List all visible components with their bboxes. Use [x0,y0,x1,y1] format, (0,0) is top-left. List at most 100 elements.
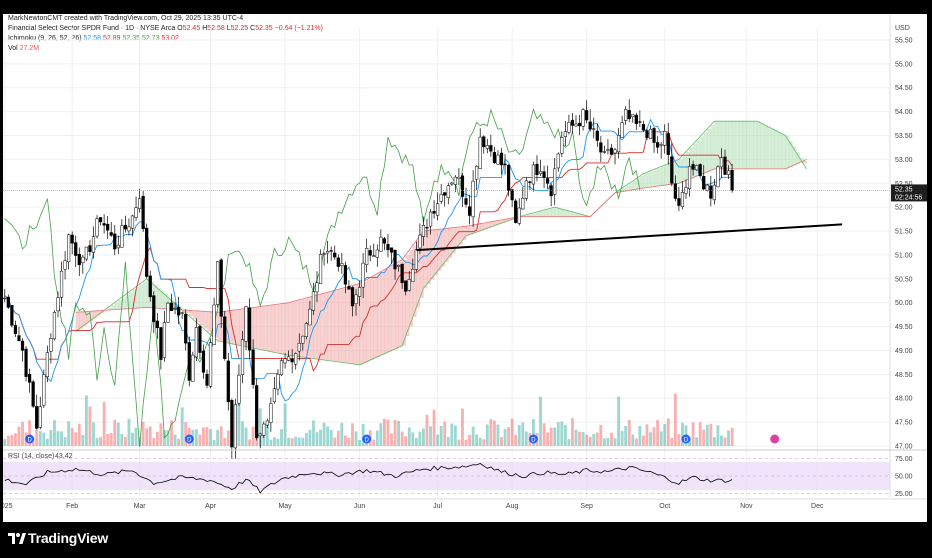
volume-bar [290,438,294,446]
candle-body [52,312,57,340]
ichimoku-cloud-segment [742,121,747,169]
volume-bar [265,425,269,446]
candle-body [265,420,269,426]
volume-bar [567,439,571,446]
chart-panel[interactable]: MarkNewtonCMT created with TradingView.c… [3,14,927,522]
volume-bar [205,427,209,446]
price-tick-label: 49.00 [895,348,913,355]
volume-bar [496,424,500,446]
ichimoku-cloud-segment [128,291,133,309]
support-trendline[interactable] [416,223,843,252]
ichimoku-cloud-segment [721,121,726,169]
chart-canvas[interactable]: D D D D D USD 55.50 55.00 54.50 54.00 53.50 53.00 52… [3,14,927,522]
volume-bar [361,424,365,446]
volume-bar [404,436,408,446]
volume-bar [673,393,677,446]
ichimoku-cloud-segment [703,132,708,174]
candle-body [730,169,734,191]
time-tick-label: Jun [354,503,365,510]
price-tick-label: 49.50 [895,324,913,331]
price-tick-label: 54.50 [895,85,913,92]
volume-bar [386,419,390,446]
volume-bar [198,434,202,446]
candle-body [130,215,135,229]
dividend-marker[interactable] [681,434,691,444]
volume-bar [56,431,60,446]
candle-body [226,360,230,403]
candle-body [368,250,372,256]
candle-body [297,343,301,352]
dividend-marker[interactable] [528,434,538,444]
ichimoku-cloud-segment [203,311,208,329]
volume-bar [720,435,723,446]
candle-body [503,163,507,166]
symbol-name[interactable]: Financial Select Sector SPDR Fund · 1D ·… [8,25,176,32]
dividend-marker[interactable] [362,434,372,444]
price-tick-label: 54.00 [895,109,913,116]
candle-body [113,233,117,250]
time-tick-label: Oct [659,503,670,510]
candle-body [116,244,120,249]
volume-bar [521,422,525,446]
candle-body [570,119,575,126]
candle-body [407,279,411,291]
candle-body [343,265,347,285]
volume-bar [226,430,230,446]
ichimoku-cloud-segment [767,126,772,169]
ichimoku-cloud-segment [316,295,321,360]
volume-bar [663,424,667,446]
candle-body [549,185,553,197]
candle-body [141,196,145,230]
ichimoku-cloud-segment [788,141,793,168]
volume-bar [53,420,56,446]
ichimoku-cloud-segment [295,300,300,357]
candle-body [255,385,259,439]
volume-bar [6,435,10,446]
dividend-marker[interactable] [25,434,35,444]
volume-bar [517,425,521,446]
candle-body [184,313,188,344]
volume-legend[interactable]: Vol 27.2M [8,45,39,52]
price-tick-label: 50.00 [895,300,913,307]
candle-body [446,185,450,198]
candle-body [177,306,181,316]
volume-bar [273,437,276,446]
ichimoku-cloud-segment [547,209,552,217]
earnings-marker[interactable] [770,434,780,444]
ichimoku-cloud-segment [171,300,176,310]
volume-bar [276,438,280,446]
volume-bar [269,439,273,446]
candle-body [680,192,685,207]
candle-body [631,114,635,118]
candle-body [428,211,433,227]
ichimoku-cloud-segment [235,309,240,345]
tradingview-logo-icon [8,533,26,544]
candle-body [627,109,631,120]
candle-body [687,166,692,189]
candle-body [673,183,677,199]
volume-bar [60,431,63,446]
ichimoku-legend[interactable]: Ichimoku (9, 26, 52, 26) 52.58 52.89 52.… [8,35,179,42]
volume-bar [730,427,734,446]
ichimoku-cloud-segment [693,144,697,178]
volume-bar [436,434,440,446]
ichimoku-cloud-segment [405,254,410,337]
ichimoku-cloud-segment [97,310,101,316]
candle-body [31,381,35,407]
ichimoku-cloud-segment [657,167,662,187]
candle-body [67,234,71,263]
candle-body [28,374,32,383]
volume-value: 27.2M [19,45,40,52]
ichimoku-cloud-segment [214,312,218,338]
ichimoku-cloud-segment [416,240,421,308]
dividend-marker[interactable] [184,434,194,444]
ichimoku-tenkan-value: 52.58 [83,35,102,42]
candle-body [10,305,14,326]
ichimoku-cloud-segment [380,271,385,356]
ichimoku-cloud-segment [579,213,584,217]
dividend-marker-label: D [531,438,536,444]
candle-body [315,282,319,293]
volume-bar [166,430,170,446]
volume-bar [503,428,507,446]
candle-body [585,110,589,121]
